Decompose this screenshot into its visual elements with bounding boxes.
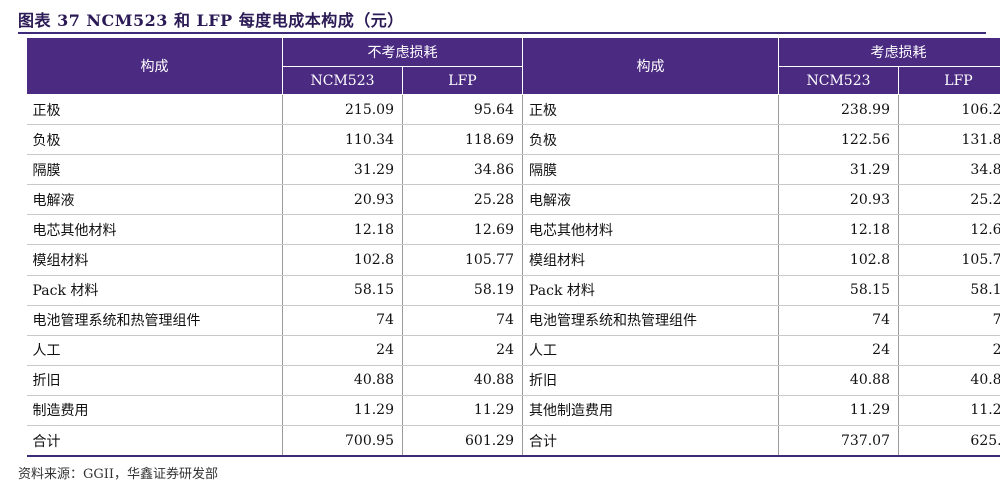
cell-left-ncm: 40.88 [282,365,403,396]
cell-left-ncm: 58.15 [282,275,403,306]
cell-left-name: 折旧 [26,365,283,396]
cell-right-ncm: 20.93 [778,184,899,216]
cell-right-name: 电解液 [522,184,779,216]
title-rule [18,32,986,34]
cell-left-ncm: 102.8 [282,244,403,276]
source-note: 资料来源：GGII，华鑫证券研发部 [18,467,219,482]
cell-right-lfp: 12.69 [898,214,1000,246]
cell-right-lfp: 131.87 [898,124,1000,156]
cell-right-lfp: 24 [898,335,1000,366]
cell-right-lfp: 11.29 [898,395,1000,427]
cell-right-ncm: 102.8 [778,244,899,276]
cell-left-name: 电芯其他材料 [26,214,283,246]
cell-right-ncm: 11.29 [778,395,899,427]
cell-left-ncm: 110.34 [282,124,403,156]
cell-right-lfp: 106.27 [898,94,1000,126]
cell-right-name: 合计 [522,425,779,458]
cell-left-ncm: 215.09 [282,94,403,126]
cell-right-name: 负极 [522,124,779,156]
cell-left-lfp: 24 [402,335,523,366]
cell-left-ncm: 74 [282,305,403,336]
cell-right-lfp: 58.19 [898,275,1000,306]
table-header: 构成 不考虑损耗 构成 考虑损耗 NCM523 LFP NCM523 LFP [26,37,1000,95]
header-ncm-right: NCM523 [778,66,899,95]
cell-right-ncm: 24 [778,335,899,366]
cell-right-name: 模组材料 [522,244,779,276]
cell-right-ncm: 58.15 [778,275,899,306]
table-row: 电池管理系统和热管理组件7474电池管理系统和热管理组件7474 [26,305,1000,336]
cell-left-name: 负极 [26,124,283,156]
header-group-no-loss: 不考虑损耗 [282,37,523,67]
cell-left-name: 电池管理系统和热管理组件 [26,305,283,336]
cell-right-name: 隔膜 [522,154,779,186]
cell-left-lfp: 11.29 [402,395,523,427]
cell-right-ncm: 74 [778,305,899,336]
cell-right-ncm: 31.29 [778,154,899,186]
cell-left-name: 制造费用 [26,395,283,427]
cell-left-ncm: 24 [282,335,403,366]
cell-right-name: 人工 [522,335,779,366]
cell-left-lfp: 58.19 [402,275,523,306]
cell-right-ncm: 122.56 [778,124,899,156]
cell-right-name: 其他制造费用 [522,395,779,427]
cell-left-lfp: 601.29 [402,425,523,458]
cell-left-lfp: 25.28 [402,184,523,216]
figure-title: 图表 37 NCM523 和 LFP 每度电成本构成（元） [18,11,404,30]
cell-left-lfp: 118.69 [402,124,523,156]
cell-right-ncm: 40.88 [778,365,899,396]
cell-left-ncm: 700.95 [282,425,403,458]
cell-right-ncm: 737.07 [778,425,899,458]
header-component-left: 构成 [26,37,283,95]
cell-left-name: 正极 [26,94,283,126]
cell-right-lfp: 34.86 [898,154,1000,186]
cell-left-ncm: 12.18 [282,214,403,246]
cell-right-lfp: 40.88 [898,365,1000,396]
cell-left-lfp: 40.88 [402,365,523,396]
cell-right-lfp: 25.28 [898,184,1000,216]
cell-left-name: 隔膜 [26,154,283,186]
cell-left-lfp: 12.69 [402,214,523,246]
cell-right-lfp: 74 [898,305,1000,336]
cell-right-ncm: 12.18 [778,214,899,246]
cell-left-lfp: 105.77 [402,244,523,276]
header-group-with-loss: 考虑损耗 [778,37,1000,67]
table-row: 人工2424人工2424 [26,335,1000,366]
cell-right-name: 电芯其他材料 [522,214,779,246]
header-lfp-left: LFP [402,66,523,95]
cell-left-name: 电解液 [26,184,283,216]
cell-right-name: 正极 [522,94,779,126]
table-body: 正极215.0995.64正极238.99106.27负极110.34118.6… [26,94,1000,458]
cell-right-name: 折旧 [522,365,779,396]
cell-left-ncm: 31.29 [282,154,403,186]
header-lfp-right: LFP [898,66,1000,95]
cell-left-name: 模组材料 [26,244,283,276]
cell-left-ncm: 11.29 [282,395,403,427]
cell-right-lfp: 105.77 [898,244,1000,276]
cell-right-name: 电池管理系统和热管理组件 [522,305,779,336]
cell-left-name: 人工 [26,335,283,366]
cell-left-name: Pack 材料 [26,275,283,306]
cell-left-lfp: 74 [402,305,523,336]
header-ncm-left: NCM523 [282,66,403,95]
cell-left-ncm: 20.93 [282,184,403,216]
cell-left-lfp: 34.86 [402,154,523,186]
cost-table: 构成 不考虑损耗 构成 考虑损耗 NCM523 LFP NCM523 LFP 正… [26,37,1000,458]
cell-right-name: Pack 材料 [522,275,779,306]
cell-left-name: 合计 [26,425,283,458]
cell-left-lfp: 95.64 [402,94,523,126]
cell-right-lfp: 625.1 [898,425,1000,458]
cell-right-ncm: 238.99 [778,94,899,126]
header-component-right: 构成 [522,37,779,95]
